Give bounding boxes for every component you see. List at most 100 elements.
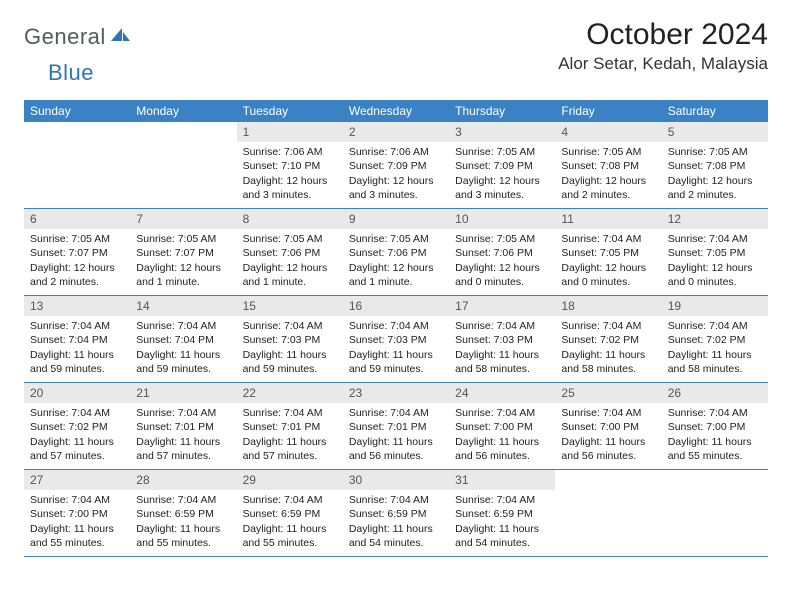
sunset-line: Sunset: 7:05 PM [668,246,762,260]
sunrise-line: Sunrise: 7:04 AM [136,493,230,507]
sunrise-line: Sunrise: 7:04 AM [136,406,230,420]
sunrise-line: Sunrise: 7:05 AM [455,232,549,246]
day-body: Sunrise: 7:04 AMSunset: 7:00 PMDaylight:… [24,490,130,554]
day-number: 1 [237,122,343,142]
daylight-line: Daylight: 11 hours and 55 minutes. [30,522,124,550]
daylight-line: Daylight: 12 hours and 3 minutes. [455,174,549,202]
daylight-line: Daylight: 12 hours and 0 minutes. [668,261,762,289]
weekday-cell: Monday [130,100,236,122]
sunset-line: Sunset: 7:00 PM [668,420,762,434]
sunrise-line: Sunrise: 7:04 AM [349,493,443,507]
sunrise-line: Sunrise: 7:04 AM [561,319,655,333]
day-number: 22 [237,383,343,403]
day-number: 15 [237,296,343,316]
day-number: 30 [343,470,449,490]
day-body: Sunrise: 7:04 AMSunset: 6:59 PMDaylight:… [237,490,343,554]
daylight-line: Daylight: 11 hours and 57 minutes. [243,435,337,463]
day-body: Sunrise: 7:04 AMSunset: 7:03 PMDaylight:… [343,316,449,380]
sunrise-line: Sunrise: 7:04 AM [455,406,549,420]
sunrise-line: Sunrise: 7:05 AM [243,232,337,246]
day-body: Sunrise: 7:05 AMSunset: 7:06 PMDaylight:… [237,229,343,293]
day-number: 25 [555,383,661,403]
weekday-cell: Wednesday [343,100,449,122]
logo-text-general: General [24,24,106,50]
daylight-line: Daylight: 11 hours and 54 minutes. [455,522,549,550]
day-number: 19 [662,296,768,316]
day-number: 17 [449,296,555,316]
sunrise-line: Sunrise: 7:04 AM [30,319,124,333]
day-body: Sunrise: 7:05 AMSunset: 7:08 PMDaylight:… [662,142,768,206]
day-body: Sunrise: 7:04 AMSunset: 6:59 PMDaylight:… [449,490,555,554]
day-number: 18 [555,296,661,316]
day-cell: 26Sunrise: 7:04 AMSunset: 7:00 PMDayligh… [662,383,768,469]
daylight-line: Daylight: 12 hours and 1 minute. [349,261,443,289]
sunset-line: Sunset: 7:06 PM [455,246,549,260]
sunrise-line: Sunrise: 7:04 AM [30,406,124,420]
sunrise-line: Sunrise: 7:04 AM [561,406,655,420]
day-body: Sunrise: 7:04 AMSunset: 6:59 PMDaylight:… [130,490,236,554]
day-body: Sunrise: 7:04 AMSunset: 7:02 PMDaylight:… [555,316,661,380]
day-body: Sunrise: 7:04 AMSunset: 7:01 PMDaylight:… [237,403,343,467]
sunset-line: Sunset: 6:59 PM [243,507,337,521]
day-body: Sunrise: 7:05 AMSunset: 7:09 PMDaylight:… [449,142,555,206]
day-number: 8 [237,209,343,229]
day-cell: 17Sunrise: 7:04 AMSunset: 7:03 PMDayligh… [449,296,555,382]
logo-text-blue: Blue [48,60,94,86]
weekday-cell: Friday [555,100,661,122]
day-number: 7 [130,209,236,229]
day-number: 12 [662,209,768,229]
week-row: 13Sunrise: 7:04 AMSunset: 7:04 PMDayligh… [24,296,768,383]
sunrise-line: Sunrise: 7:05 AM [455,145,549,159]
day-number: 10 [449,209,555,229]
sunset-line: Sunset: 7:01 PM [243,420,337,434]
day-body: Sunrise: 7:05 AMSunset: 7:07 PMDaylight:… [130,229,236,293]
day-number: 24 [449,383,555,403]
sunset-line: Sunset: 7:00 PM [561,420,655,434]
day-number: 16 [343,296,449,316]
daylight-line: Daylight: 12 hours and 0 minutes. [455,261,549,289]
sunset-line: Sunset: 7:01 PM [136,420,230,434]
day-number: 29 [237,470,343,490]
day-cell: 5Sunrise: 7:05 AMSunset: 7:08 PMDaylight… [662,122,768,208]
day-body: Sunrise: 7:06 AMSunset: 7:10 PMDaylight:… [237,142,343,206]
day-body: Sunrise: 7:04 AMSunset: 7:00 PMDaylight:… [662,403,768,467]
sunrise-line: Sunrise: 7:05 AM [668,145,762,159]
sunset-line: Sunset: 7:03 PM [455,333,549,347]
sunrise-line: Sunrise: 7:04 AM [668,232,762,246]
day-body: Sunrise: 7:05 AMSunset: 7:06 PMDaylight:… [343,229,449,293]
sunrise-line: Sunrise: 7:06 AM [243,145,337,159]
daylight-line: Daylight: 11 hours and 58 minutes. [561,348,655,376]
week-row: 6Sunrise: 7:05 AMSunset: 7:07 PMDaylight… [24,209,768,296]
title-block: October 2024 Alor Setar, Kedah, Malaysia [558,18,768,74]
daylight-line: Daylight: 11 hours and 56 minutes. [349,435,443,463]
sunset-line: Sunset: 7:03 PM [243,333,337,347]
daylight-line: Daylight: 12 hours and 3 minutes. [243,174,337,202]
day-cell: 12Sunrise: 7:04 AMSunset: 7:05 PMDayligh… [662,209,768,295]
day-cell: 10 Sunrise: 7:05 AMSunset: 7:06 PMDayligh… [449,209,555,295]
day-cell: 29Sunrise: 7:04 AMSunset: 6:59 PMDayligh… [237,470,343,556]
sunset-line: Sunset: 7:02 PM [30,420,124,434]
day-cell: 22Sunrise: 7:04 AMSunset: 7:01 PMDayligh… [237,383,343,469]
month-title: October 2024 [558,18,768,52]
day-number: 11 [555,209,661,229]
day-body: Sunrise: 7:04 AMSunset: 7:03 PMDaylight:… [449,316,555,380]
sunset-line: Sunset: 7:03 PM [349,333,443,347]
sunrise-line: Sunrise: 7:05 AM [136,232,230,246]
sunset-line: Sunset: 7:05 PM [561,246,655,260]
sunrise-line: Sunrise: 7:04 AM [243,319,337,333]
sunset-line: Sunset: 7:02 PM [561,333,655,347]
day-cell: 28Sunrise: 7:04 AMSunset: 6:59 PMDayligh… [130,470,236,556]
day-number: 20 [24,383,130,403]
empty-cell [555,470,661,556]
week-row: 27Sunrise: 7:04 AMSunset: 7:00 PMDayligh… [24,470,768,557]
day-body: Sunrise: 7:04 AMSunset: 7:05 PMDaylight:… [662,229,768,293]
sunset-line: Sunset: 7:00 PM [455,420,549,434]
day-cell: 20Sunrise: 7:04 AMSunset: 7:02 PMDayligh… [24,383,130,469]
calendar: SundayMondayTuesdayWednesdayThursdayFrid… [24,100,768,557]
day-number: 23 [343,383,449,403]
logo: General [24,18,134,50]
empty-cell [24,122,130,208]
logo-sail-icon [110,26,132,49]
daylight-line: Daylight: 12 hours and 0 minutes. [561,261,655,289]
empty-cell [662,470,768,556]
